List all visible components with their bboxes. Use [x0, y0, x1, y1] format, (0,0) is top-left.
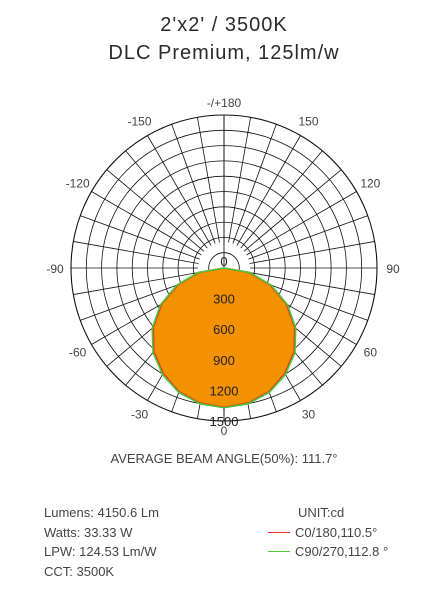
grid-spoke	[91, 191, 202, 256]
legend-item-c90: C90/270,112.8 °	[268, 542, 388, 562]
angle-label: 120	[360, 177, 380, 191]
radial-tick-label: 1200	[210, 383, 239, 398]
radial-tick-label: 0	[220, 254, 227, 269]
watts-text: Watts: 33.33 W	[44, 524, 133, 540]
polar-candela-chart: -/+180 150 -150 120 -120 90 -90 60 -60 30 -30 0 0 30…	[46, 96, 400, 438]
cct-text: CCT: 3500K	[44, 563, 115, 579]
legend-item-c0: C0/180,110.5°	[268, 523, 388, 543]
angle-label: -/+180	[207, 96, 242, 110]
grid-spoke	[232, 124, 277, 244]
grid-spoke	[249, 272, 375, 295]
angle-label: 90	[386, 262, 400, 276]
lpw-text: LPW: 124.53 Lm/W	[44, 544, 157, 559]
beam-angle-text: AVERAGE BEAM ANGLE(50%): 111.7°	[110, 451, 338, 466]
grid-spoke	[248, 215, 368, 260]
grid-spoke	[249, 241, 375, 264]
radial-tick-label: 300	[213, 292, 235, 307]
grid-spoke	[240, 150, 323, 249]
grid-spoke	[125, 150, 208, 249]
grid-spoke	[243, 169, 342, 252]
series-layer	[151, 267, 297, 409]
angle-labels: -/+180 150 -150 120 -120 90 -90 60 -60 30 -30 0	[46, 96, 400, 438]
grid-spoke	[80, 215, 200, 260]
grid-spoke	[73, 272, 199, 295]
chart-title: 2'x2' / 3500K	[160, 14, 288, 36]
legend-label-c0: C0/180,110.5°	[295, 524, 378, 540]
angle-label: 150	[298, 115, 318, 129]
legend-swatch-c90	[268, 551, 290, 553]
unit-label: UNIT:cd	[298, 505, 345, 520]
angle-label: 0	[221, 424, 228, 438]
angle-label: -120	[66, 177, 90, 191]
grid-spoke	[246, 191, 357, 256]
radial-tick-label: 1500	[210, 414, 239, 429]
angle-label: 60	[364, 346, 378, 360]
radial-tick-label: 900	[213, 353, 235, 368]
grid-spoke	[106, 169, 205, 252]
angle-label: -60	[69, 346, 87, 360]
angle-label: -150	[127, 115, 151, 129]
grid-spoke	[73, 241, 199, 264]
chart-subtitle: DLC Premium, 125lm/w	[108, 42, 340, 64]
angle-label: 30	[302, 407, 316, 421]
angle-label: -90	[46, 262, 64, 276]
grid-spoke	[147, 135, 212, 246]
grid-spoke	[171, 124, 216, 244]
radial-tick-labels: 0 300 600 900 1200 1500	[210, 254, 239, 429]
series-curve-c90	[151, 267, 297, 409]
legend-swatch-c0	[268, 531, 290, 533]
lumens-text: Lumens: 4150.6 Lm	[44, 505, 159, 520]
stats-block: Lumens: 4150.6 Lm Watts: 33.33 W LPW: 12…	[44, 503, 159, 581]
grid-spoke	[236, 135, 301, 246]
radial-tick-label: 600	[213, 322, 235, 337]
legend: UNIT:cd C0/180,110.5° C90/270,112.8 °	[268, 503, 388, 562]
grid-spoke	[228, 117, 251, 243]
legend-label-c90: C90/270,112.8 °	[295, 544, 389, 559]
angle-label: -30	[131, 407, 149, 421]
grid-spoke	[197, 117, 220, 243]
